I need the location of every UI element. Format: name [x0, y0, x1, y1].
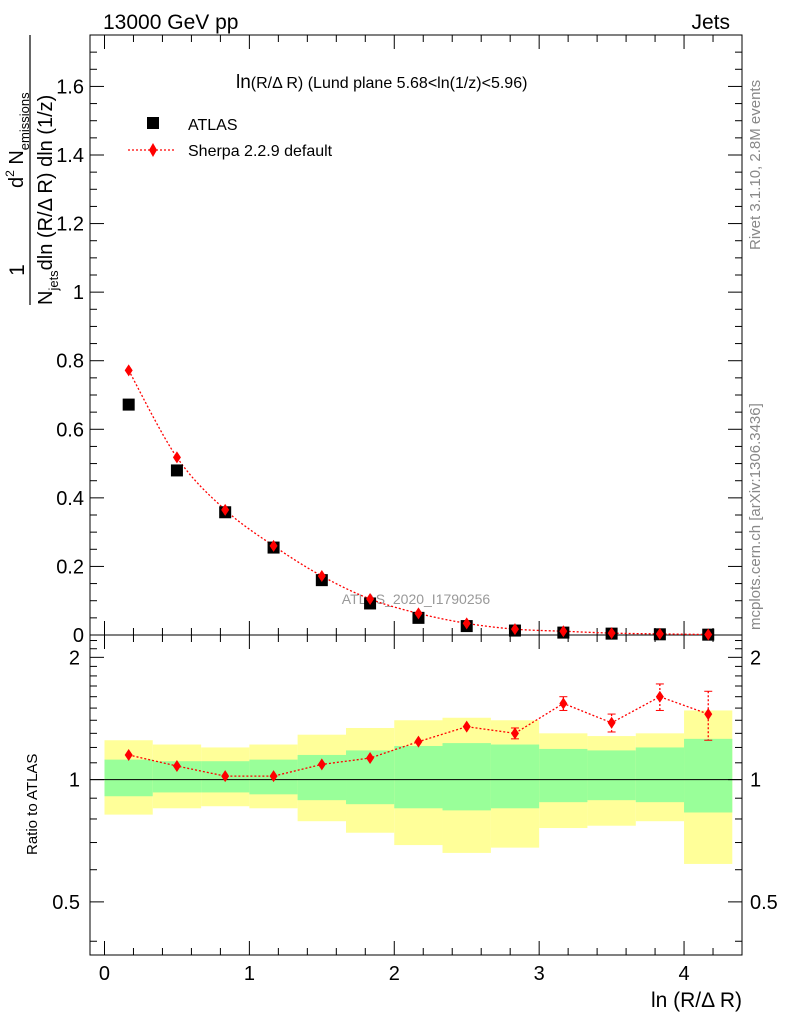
- header-left: 13000 GeV pp: [103, 11, 238, 34]
- ratio-point-9: [559, 697, 568, 710]
- ylabel-Nj: N: [35, 291, 57, 305]
- header-right: Jets: [691, 11, 730, 34]
- ratio-point-8: [510, 727, 519, 740]
- mc-point-4: [317, 570, 326, 583]
- ratio-point-0: [124, 748, 133, 761]
- plot-title-var: (R/Δ R): [251, 75, 303, 92]
- plot-title-rest: (Lund plane 5.68<ln(1/z)<5.96): [303, 75, 527, 92]
- main-ytick-label-1: 0.2: [56, 556, 84, 578]
- legend-atlas-marker: [147, 117, 159, 129]
- x-axis: 0 1 2 3 4: [99, 35, 714, 985]
- ylabel-sub-jets: jets: [46, 270, 61, 292]
- mc-point-10: [607, 627, 616, 640]
- main-ytick-label-7: 1.4: [56, 145, 84, 167]
- mc-point-6: [414, 607, 423, 620]
- mc-point-3: [269, 539, 278, 552]
- band-inner-11: [635, 747, 685, 803]
- mc-point-8: [510, 623, 519, 636]
- main-y-axis: 0 0.2 0.4 0.6 0.8 1 1.2 1.4 1.6: [56, 51, 742, 647]
- ratio-ytick-label-right-2: 2: [750, 647, 761, 669]
- ylabel-den-rest: dln (R/Δ R) dln (1/z): [35, 95, 57, 271]
- xtick-label-1: 1: [244, 963, 255, 985]
- watermark: ATLAS_2020_I1790256: [342, 591, 491, 607]
- mcplots-label: mcplots.cern.ch [arXiv:1306.3436]: [747, 403, 764, 630]
- ratio-point-6: [414, 735, 423, 748]
- legend-sherpa-marker: [149, 143, 157, 157]
- ratio-ytick-label-right-1: 1: [750, 770, 761, 792]
- ratio-frame: [89, 634, 743, 956]
- main-ytick-label-8: 1.6: [56, 76, 84, 98]
- ylabel-one: 1: [6, 264, 29, 276]
- ratio-ytick-label-1: 1: [69, 770, 80, 792]
- ratio-point-7: [462, 720, 471, 733]
- band-inner-12: [684, 738, 733, 813]
- main-ytick-label-5: 1: [73, 282, 84, 304]
- band-inner-9: [539, 748, 588, 803]
- ratio-point-4: [317, 758, 326, 771]
- rivet-label: Rivet 3.1.10, 2.8M events: [747, 80, 764, 250]
- band-inner-0: [104, 759, 153, 797]
- mc-point-1: [172, 451, 181, 464]
- main-ytick-label-0: 0: [73, 625, 84, 647]
- ylabel-sup2: 2: [3, 170, 17, 177]
- ratio-point-5: [366, 752, 375, 765]
- ratio-y-axis: 0.5 0.5 1 1 2 2: [52, 640, 778, 942]
- mc-point-9: [559, 625, 568, 638]
- xtick-label-0: 0: [99, 963, 110, 985]
- mc-point-11: [655, 627, 664, 640]
- ratio-point-2: [221, 770, 230, 783]
- legend-atlas-label: ATLAS: [188, 117, 238, 134]
- main-ytick-label-4: 0.8: [56, 351, 84, 373]
- ratio-points: [124, 683, 713, 783]
- x-axis-label: ln (R/Δ R): [651, 989, 742, 1012]
- ratio-point-3: [269, 770, 278, 783]
- mc-points: [124, 364, 713, 641]
- xtick-label-2: 2: [389, 963, 400, 985]
- mc-point-0: [124, 364, 133, 377]
- main-y-label: 1 d2 Nemissions Njetsdln (R/Δ R) dln (1/…: [3, 35, 61, 305]
- ratio-ytick-label-right-0: 0.5: [750, 892, 778, 914]
- plot-title-prefix: ln: [236, 72, 251, 93]
- ratio-point-12: [704, 708, 713, 721]
- ylabel-N: N: [6, 150, 28, 170]
- mc-point-2: [221, 503, 230, 516]
- mc-point-7: [462, 617, 471, 630]
- ratio-bands: [104, 710, 733, 864]
- ylabel-numerator: d2 Nemissions: [3, 92, 32, 188]
- ylabel-d2: d: [6, 177, 28, 188]
- ylabel-denominator: Njetsdln (R/Δ R) dln (1/z): [35, 95, 61, 305]
- mc-point-12: [704, 628, 713, 641]
- main-ytick-label-3: 0.6: [56, 419, 84, 441]
- atlas-point-0: [122, 398, 135, 411]
- main-ytick-label-6: 1.2: [56, 214, 84, 236]
- band-inner-6: [394, 745, 443, 809]
- plot-title: ln(R/Δ R) (Lund plane 5.68<ln(1/z)<5.96): [236, 72, 527, 93]
- ratio-y-label: Ratio to ATLAS: [24, 754, 41, 855]
- ylabel-sub-emissions: emissions: [17, 92, 32, 150]
- ratio-ytick-label-2: 2: [69, 647, 80, 669]
- main-ytick-label-2: 0.4: [56, 488, 84, 510]
- ratio-point-1: [172, 760, 181, 773]
- xtick-label-4: 4: [678, 963, 689, 985]
- band-inner-8: [490, 744, 540, 809]
- atlas-point-1: [170, 464, 183, 477]
- legend-sherpa-label: Sherpa 2.2.9 default: [188, 143, 333, 160]
- band-inner-10: [587, 750, 636, 801]
- ratio-ytick-label-0: 0.5: [52, 892, 80, 914]
- band-inner-7: [442, 743, 491, 811]
- xtick-label-3: 3: [534, 963, 545, 985]
- ratio-point-10: [607, 716, 616, 729]
- ratio-point-11: [655, 690, 664, 703]
- mc-point-5: [366, 593, 375, 605]
